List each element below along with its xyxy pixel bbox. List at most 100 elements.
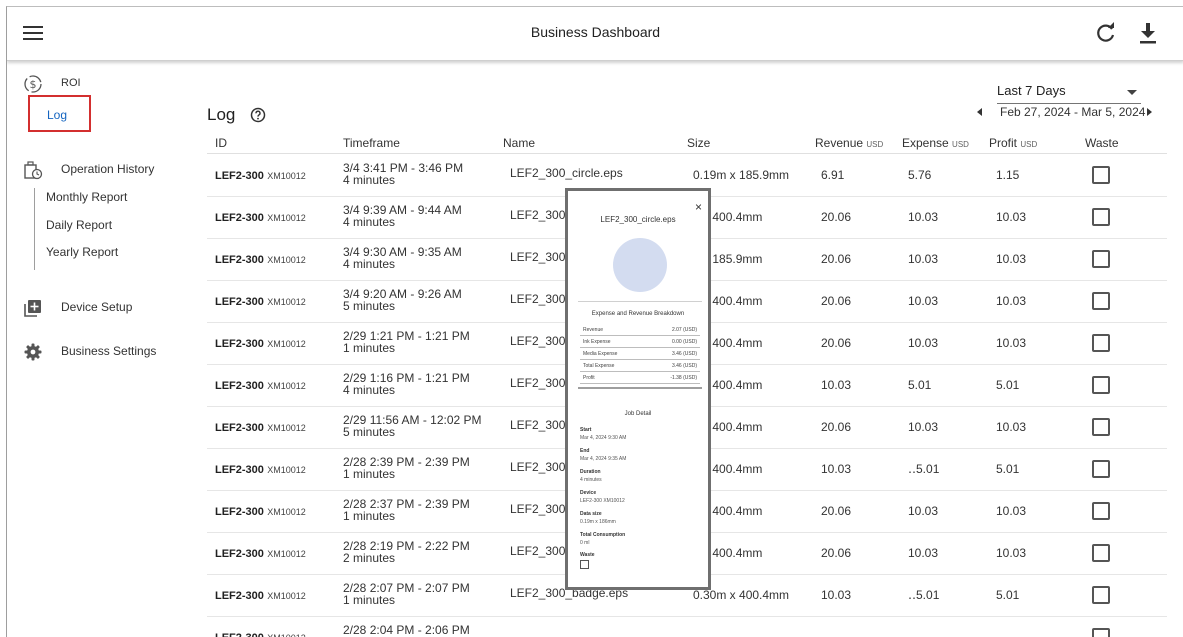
job-detail-popup: × LEF2_300_circle.eps Expense and Revenu… xyxy=(565,188,711,590)
column-header-name[interactable]: Name xyxy=(503,136,536,150)
sidebar-item-business-settings[interactable]: Business Settings xyxy=(7,339,197,365)
waste-checkbox[interactable] xyxy=(1092,544,1110,562)
sidebar-item-device-setup[interactable]: Device Setup xyxy=(7,295,197,321)
row-name[interactable]: LEF2_300_l xyxy=(510,502,575,516)
waste-checkbox[interactable] xyxy=(1092,628,1110,637)
table-row[interactable]: LEF2-300 XM10012 2/28 2:07 PM - 2:07 PM 1 … xyxy=(207,574,1167,617)
sidebar-item-operation-history[interactable]: Operation History xyxy=(7,157,197,183)
roi-dollar-cycle-icon: $ xyxy=(23,74,43,94)
row-name[interactable]: LEF2_300_4 xyxy=(510,376,579,390)
table-row[interactable]: LEF2-300 XM10012 3/4 3:41 PM - 3:46 PM 4 m… xyxy=(207,154,1167,197)
row-id: LEF2-300 XM10012 xyxy=(215,168,306,182)
column-header-id[interactable]: ID xyxy=(215,136,227,150)
detail-device-value: LEF2-300 XM10012 xyxy=(580,498,625,504)
date-range-text: Feb 27, 2024 - Mar 5, 2024 xyxy=(1000,105,1146,119)
sidebar-item-roi[interactable]: $ ROI xyxy=(7,71,197,97)
waste-checkbox[interactable] xyxy=(1092,166,1110,184)
row-name[interactable]: LEF2_300_4 xyxy=(510,292,579,306)
date-range-select[interactable]: Last 7 Days xyxy=(997,81,1141,104)
sidebar-item-yearly-report[interactable]: Yearly Report xyxy=(46,245,119,259)
row-name[interactable]: LEF2_300_4 xyxy=(510,208,579,222)
row-profit: 10.03 xyxy=(996,504,1027,518)
row-revenue: 10.03 xyxy=(821,588,852,602)
breakdown-label: Total Expense xyxy=(583,363,615,369)
currency-unit: USD xyxy=(952,140,969,149)
download-icon[interactable] xyxy=(1135,20,1161,46)
device-id: LEF2-300 xyxy=(215,506,264,518)
row-name[interactable]: LEF2_300_circle.eps xyxy=(510,166,623,180)
row-name[interactable]: LEF2_300_l xyxy=(510,334,575,348)
row-name[interactable]: LEF2_300_4 xyxy=(510,418,579,432)
waste-checkbox[interactable] xyxy=(1092,334,1110,352)
sidebar-item-log[interactable]: Log xyxy=(28,95,91,132)
column-header-size[interactable]: Size xyxy=(687,136,711,150)
popup-title: LEF2_300_circle.eps xyxy=(600,215,676,224)
row-revenue: 20.06 xyxy=(821,420,852,434)
column-header-expense[interactable]: Expense USD xyxy=(902,136,969,150)
app-bar: Business Dashboard xyxy=(7,7,1183,61)
breakdown-row: Profit -1.38 (USD) xyxy=(580,372,700,384)
table-row[interactable]: LEF2-300 XM10012 2/28 2:04 PM - 2:06 PM xyxy=(207,616,1167,637)
next-range-icon[interactable] xyxy=(1147,108,1152,116)
device-serial: XM10012 xyxy=(267,507,306,517)
chevron-down-icon xyxy=(1127,90,1137,95)
sidebar-item-operation-history-label: Operation History xyxy=(61,162,155,176)
detail-end-label: End xyxy=(580,448,590,454)
row-name[interactable]: LEF2_300_l xyxy=(510,460,575,474)
waste-checkbox[interactable] xyxy=(1092,376,1110,394)
row-expense: 10.03 xyxy=(908,252,939,266)
table-row[interactable]: LEF2-300 XM10012 2/29 11:56 AM - 12:02 PM… xyxy=(207,406,1167,449)
breakdown-row: Revenue 2.07 (USD) xyxy=(580,324,700,336)
waste-checkbox[interactable] xyxy=(1092,208,1110,226)
waste-checkbox[interactable] xyxy=(1092,586,1110,604)
row-profit: 10.03 xyxy=(996,294,1027,308)
row-profit: 5.01 xyxy=(996,378,1020,392)
waste-checkbox[interactable] xyxy=(1092,502,1110,520)
row-timeframe: 3/4 9:39 AM - 9:44 AM xyxy=(343,203,462,217)
help-icon[interactable] xyxy=(250,107,266,123)
row-revenue: 20.06 xyxy=(821,210,852,224)
waste-checkbox[interactable] xyxy=(1092,418,1110,436)
column-header-profit[interactable]: Profit USD xyxy=(989,136,1037,150)
row-duration: 5 minutes xyxy=(343,299,396,313)
device-id: LEF2-300 xyxy=(215,422,264,434)
device-serial: XM10012 xyxy=(267,339,306,349)
detail-consumption-value: 0 ml xyxy=(580,540,590,546)
column-header-expense-label: Expense xyxy=(902,136,949,150)
row-name[interactable]: LEF2_300_l xyxy=(510,544,575,558)
row-size: 0.30m x 400.4mm xyxy=(693,588,790,602)
hamburger-menu-icon[interactable] xyxy=(21,21,47,45)
table-row[interactable]: LEF2-300 XM10012 2/29 1:16 PM - 1:21 PM 4 … xyxy=(207,364,1167,407)
refresh-icon[interactable] xyxy=(1093,20,1119,46)
waste-checkbox[interactable] xyxy=(580,560,589,569)
table-row[interactable]: LEF2-300 XM10012 2/28 2:37 PM - 2:39 PM 1 … xyxy=(207,490,1167,533)
row-name[interactable]: LEF2_300_b xyxy=(510,250,579,264)
previous-range-icon[interactable] xyxy=(977,108,982,116)
row-timeframe: 2/29 11:56 AM - 12:02 PM xyxy=(343,413,482,427)
waste-checkbox[interactable] xyxy=(1092,460,1110,478)
row-duration: 2 minutes xyxy=(343,551,396,565)
page-title: Log xyxy=(207,105,236,124)
column-header-timeframe[interactable]: Timeframe xyxy=(343,136,400,150)
row-timeframe: 2/29 1:21 PM - 1:21 PM xyxy=(343,329,470,343)
sidebar-item-daily-report[interactable]: Daily Report xyxy=(46,218,113,232)
column-header-revenue[interactable]: Revenue USD xyxy=(815,136,883,150)
row-revenue: 20.06 xyxy=(821,546,852,560)
device-id: LEF2-300 xyxy=(215,296,264,308)
waste-checkbox[interactable] xyxy=(1092,292,1110,310)
row-duration: 1 minutes xyxy=(343,509,396,523)
row-expense: 10.03 xyxy=(908,336,939,350)
popup-divider xyxy=(578,301,702,302)
waste-checkbox[interactable] xyxy=(1092,250,1110,268)
breakdown-label: Ink Expense xyxy=(583,339,611,345)
column-header-waste[interactable]: Waste xyxy=(1085,136,1119,150)
sidebar-item-monthly-report[interactable]: Monthly Report xyxy=(46,190,128,204)
row-id: LEF2-300 XM10012 xyxy=(215,378,306,392)
breakdown-value: 2.07 (USD) xyxy=(671,327,697,333)
close-icon[interactable]: × xyxy=(695,200,703,214)
device-serial: XM10012 xyxy=(267,633,306,637)
row-duration: 1 minutes xyxy=(343,467,396,481)
row-id: LEF2-300 XM10012 xyxy=(215,420,306,434)
row-duration: 1 minutes xyxy=(343,593,396,607)
row-expense: 5.01 xyxy=(908,378,932,392)
